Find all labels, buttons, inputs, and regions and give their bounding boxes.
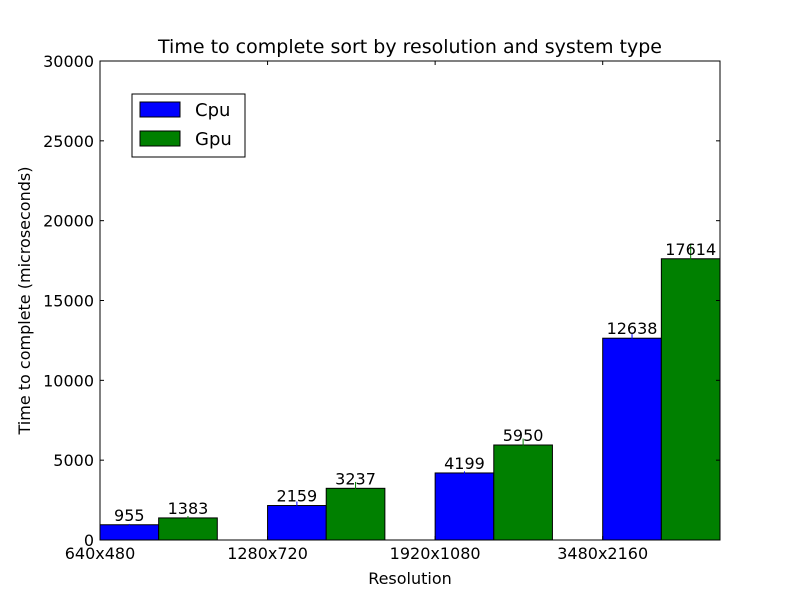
y-tick-label-6: 30000 bbox=[43, 52, 94, 71]
x-tick-label-1: 1280x720 bbox=[227, 544, 308, 563]
errorbars-layer bbox=[128, 243, 692, 526]
y-axis-title: Time to complete (microseconds) bbox=[15, 167, 34, 436]
legend-swatch-gpu bbox=[139, 130, 181, 147]
x-tick-label-3: 3480x2160 bbox=[557, 544, 648, 563]
bar-cpu-2 bbox=[434, 472, 495, 541]
legend: Cpu Gpu bbox=[131, 93, 246, 158]
bar-label-gpu-2: 5950 bbox=[503, 426, 544, 445]
bar-gpu-3 bbox=[660, 258, 721, 541]
chart-title: Time to complete sort by resolution and … bbox=[157, 36, 662, 58]
y-tick-label-0: 0 bbox=[84, 531, 94, 550]
y-axis: 0 5000 10000 15000 20000 25000 30000 bbox=[43, 52, 720, 550]
bar-cpu-0 bbox=[99, 524, 160, 541]
x-tick-label-0: 640x480 bbox=[65, 544, 136, 563]
bar-label-cpu-2: 4199 bbox=[444, 454, 485, 473]
bar-cpu-1 bbox=[267, 505, 327, 541]
bar-label-gpu-3: 17614 bbox=[665, 240, 716, 259]
y-tick-label-3: 15000 bbox=[43, 292, 94, 311]
bar-gpu-0 bbox=[158, 517, 218, 541]
x-tick-label-2: 1920x1080 bbox=[390, 544, 481, 563]
x-axis: 640x480 1280x720 1920x1080 3480x2160 bbox=[65, 61, 648, 563]
y-tick-label-5: 25000 bbox=[43, 132, 94, 151]
bar-label-cpu-3: 12638 bbox=[607, 319, 658, 338]
legend-swatch-cpu bbox=[139, 101, 181, 118]
y-tick-label-4: 20000 bbox=[43, 212, 94, 231]
bar-label-cpu-0: 955 bbox=[114, 506, 145, 525]
y-tick-label-2: 10000 bbox=[43, 371, 94, 390]
legend-label-cpu: Cpu bbox=[195, 100, 230, 121]
bar-label-gpu-1: 3237 bbox=[335, 469, 376, 488]
bars-layer bbox=[99, 258, 721, 541]
x-axis-title: Resolution bbox=[368, 569, 452, 588]
bar-gpu-2 bbox=[493, 444, 553, 541]
bar-cpu-3 bbox=[602, 337, 662, 541]
bar-labels-layer: 955 2159 4199 12638 1383 3237 5950 17614 bbox=[114, 240, 716, 525]
legend-label-gpu: Gpu bbox=[195, 129, 232, 150]
bar-label-cpu-1: 2159 bbox=[277, 487, 318, 506]
y-tick-label-1: 5000 bbox=[53, 451, 94, 470]
bar-label-gpu-0: 1383 bbox=[168, 499, 209, 518]
bar-gpu-1 bbox=[325, 487, 386, 541]
